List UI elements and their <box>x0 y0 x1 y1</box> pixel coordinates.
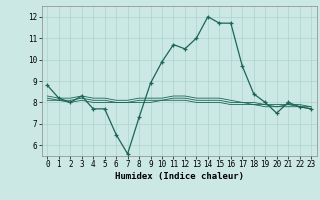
X-axis label: Humidex (Indice chaleur): Humidex (Indice chaleur) <box>115 172 244 181</box>
